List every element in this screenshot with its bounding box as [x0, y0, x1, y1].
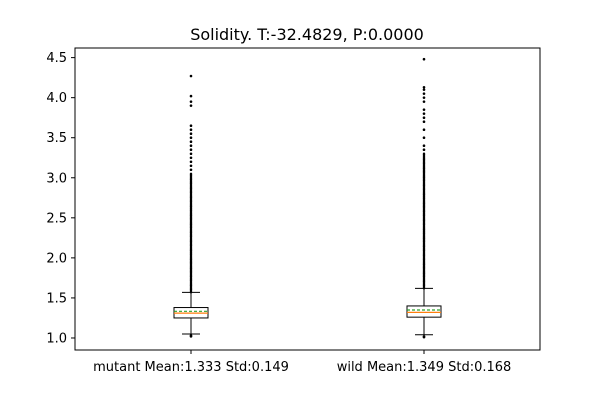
y-tick-label: 2.5	[46, 211, 67, 226]
outlier-point	[422, 335, 426, 338]
x-tick-label: wild Mean:1.349 Std:0.168	[337, 360, 512, 375]
y-tick-label: 1.5	[46, 291, 67, 306]
chart-title: Solidity. T:-32.4829, P:0.0000	[190, 25, 424, 44]
outlier-point	[422, 128, 426, 132]
outlier-point	[189, 334, 193, 337]
box-group	[173, 74, 209, 338]
outlier-point	[422, 88, 426, 91]
outlier-point	[422, 96, 426, 99]
outlier-point	[189, 148, 193, 152]
outlier-point	[422, 108, 426, 111]
outlier-point	[189, 136, 193, 140]
outlier-point	[189, 132, 193, 136]
y-tick-label: 2.0	[46, 251, 67, 266]
outlier-point	[422, 144, 426, 148]
plot-frame	[74, 47, 541, 351]
outlier-point	[189, 160, 193, 164]
outlier-point	[189, 94, 193, 98]
outlier-point	[189, 74, 193, 78]
outlier-point	[189, 140, 193, 144]
outlier-point	[189, 144, 193, 148]
outlier-point	[189, 152, 193, 156]
y-tick-label: 3.5	[46, 131, 67, 146]
outlier-point	[189, 128, 193, 132]
outlier-point	[189, 156, 193, 160]
y-tick-label: 4.0	[46, 91, 67, 106]
outlier-point	[422, 152, 426, 155]
x-axis: mutant Mean:1.333 Std:0.149 wild Mean:1.3…	[93, 350, 511, 375]
outlier-point	[189, 124, 193, 128]
outlier-point	[422, 112, 426, 115]
outlier-point	[189, 168, 193, 172]
box-group	[406, 57, 442, 339]
outlier-point	[422, 116, 426, 119]
outlier-point	[189, 100, 193, 103]
outlier-point	[422, 136, 426, 140]
iqr-box	[406, 305, 442, 318]
x-tick-label: mutant Mean:1.333 Std:0.149	[93, 360, 289, 375]
outlier-point	[189, 172, 193, 175]
outlier-point	[189, 104, 193, 107]
outlier-point	[422, 120, 426, 123]
y-tick-label: 3.0	[46, 171, 67, 186]
outlier-point	[422, 100, 426, 103]
boxes	[173, 57, 442, 339]
y-tick-label: 4.5	[46, 51, 67, 66]
outlier-point	[422, 57, 426, 61]
y-tick-label: 1.0	[46, 331, 67, 346]
outlier-point	[189, 164, 193, 168]
outlier-point	[422, 92, 426, 95]
outlier-point	[422, 85, 426, 89]
outlier-point	[422, 148, 426, 152]
y-axis: 1.0 1.5 2.0 2.5 3.0 3.5 4.0 4.5	[46, 51, 75, 346]
